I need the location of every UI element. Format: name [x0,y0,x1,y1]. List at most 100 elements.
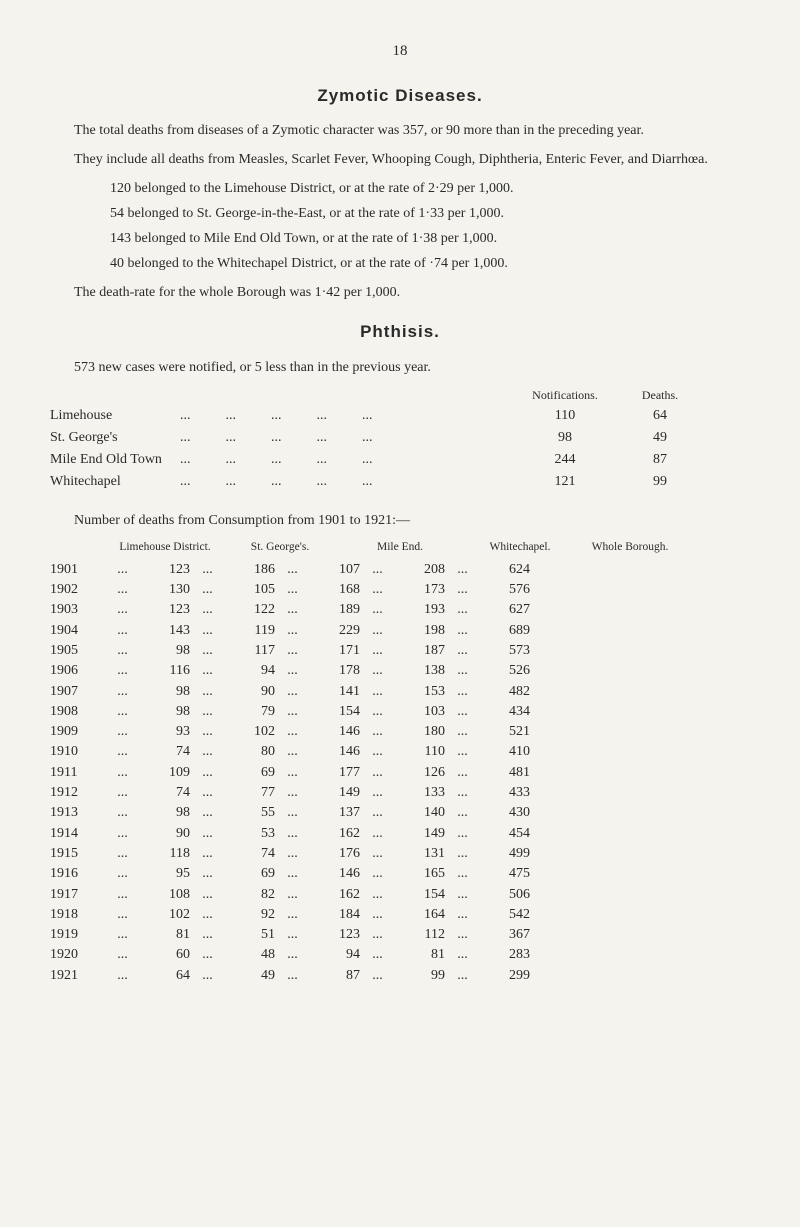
dots: ... [360,742,395,762]
notif-value: 244 [510,449,620,470]
dots: ... [190,661,225,681]
cr-whitechapel: 198 [395,621,445,641]
cr-whitechapel: 149 [395,824,445,844]
cr-year: 1908 [50,702,105,722]
dots: ... [105,966,140,986]
cr-mileend: 137 [310,803,360,823]
dots: ... [105,783,140,803]
cr-borough: 576 [480,580,530,600]
cr-borough: 430 [480,803,530,823]
cr-george: 90 [225,682,275,702]
cr-whitechapel: 131 [395,844,445,864]
cr-limehouse: 123 [140,600,190,620]
dots: ... [445,966,480,986]
cr-year: 1904 [50,621,105,641]
cr-borough: 542 [480,905,530,925]
cr-borough: 499 [480,844,530,864]
cr-george: 77 [225,783,275,803]
cr-year: 1917 [50,885,105,905]
notif-label: St. George's [50,427,180,448]
dots: ... [360,824,395,844]
notif-label: Whitechapel [50,471,180,492]
consumption-row: 1909...93...102...146...180...521 [50,722,750,742]
cr-year: 1907 [50,682,105,702]
cr-mileend: 141 [310,682,360,702]
cr-whitechapel: 187 [395,641,445,661]
consumption-row: 1920...60...48...94...81...283 [50,945,750,965]
section1-para2: They include all deaths from Measles, Sc… [50,149,750,170]
dots: ... [275,702,310,722]
cr-borough: 506 [480,885,530,905]
cr-george: 122 [225,600,275,620]
dots: ... [360,621,395,641]
cr-george: 74 [225,844,275,864]
dots: ... [190,600,225,620]
dots: ... [360,945,395,965]
dots: ... [445,661,480,681]
consumption-row: 1902...130...105...168...173...576 [50,580,750,600]
dots: ... [275,905,310,925]
consumption-header-row: Limehouse District. St. George's. Mile E… [50,539,750,556]
cr-limehouse: 116 [140,661,190,681]
cr-george: 102 [225,722,275,742]
cr-year: 1901 [50,560,105,580]
consumption-row: 1917...108...82...162...154...506 [50,885,750,905]
deaths-value: 87 [620,449,700,470]
cr-limehouse: 64 [140,966,190,986]
dots: ... [360,661,395,681]
notif-row: Limehouse... ... ... ... ...11064 [50,405,750,426]
cr-borough: 454 [480,824,530,844]
cr-year: 1914 [50,824,105,844]
cr-mileend: 162 [310,885,360,905]
dots: ... [445,641,480,661]
list-item: 54 belonged to St. George-in-the-East, o… [110,203,750,224]
section2-para1: 573 new cases were notified, or 5 less t… [50,357,750,378]
dots: ... [190,702,225,722]
cr-year: 1913 [50,803,105,823]
consumption-intro: Number of deaths from Consumption from 1… [50,510,750,531]
cr-whitechapel: 165 [395,864,445,884]
cr-borough: 475 [480,864,530,884]
dots: ... [360,560,395,580]
section1-title: Zymotic Diseases. [50,83,750,109]
cr-mileend: 146 [310,864,360,884]
notif-label: Limehouse [50,405,180,426]
dots: ... [445,844,480,864]
dots: ... [190,824,225,844]
cr-george: 92 [225,905,275,925]
consumption-row: 1916...95...69...146...165...475 [50,864,750,884]
dots: ... [275,844,310,864]
dots: ... [445,742,480,762]
dots: ... [275,560,310,580]
dots: ... [105,763,140,783]
cr-borough: 367 [480,925,530,945]
cr-george: 94 [225,661,275,681]
consumption-row: 1907...98...90...141...153...482 [50,682,750,702]
consumption-row: 1901...123...186...107...208...624 [50,560,750,580]
cr-borough: 521 [480,722,530,742]
cr-limehouse: 98 [140,702,190,722]
dots: ... ... ... ... ... [180,405,510,426]
dots: ... [105,885,140,905]
dots: ... [445,722,480,742]
section2-title: Phthisis. [50,319,750,345]
dots: ... [360,641,395,661]
ch-mileend: Mile End. [340,539,460,556]
dots: ... [190,783,225,803]
cr-mileend: 149 [310,783,360,803]
cr-george: 53 [225,824,275,844]
consumption-row: 1903...123...122...189...193...627 [50,600,750,620]
dots: ... [190,945,225,965]
consumption-row: 1912...74...77...149...133...433 [50,783,750,803]
notif-header-notifications: Notifications. [510,386,620,404]
dots: ... [445,803,480,823]
dots: ... [360,722,395,742]
cr-limehouse: 93 [140,722,190,742]
dots: ... [275,925,310,945]
dots: ... [190,844,225,864]
dots: ... [275,803,310,823]
ch-borough: Whole Borough. [580,539,680,556]
cr-borough: 689 [480,621,530,641]
dots: ... [105,945,140,965]
section1-para3: The death-rate for the whole Borough was… [50,282,750,303]
